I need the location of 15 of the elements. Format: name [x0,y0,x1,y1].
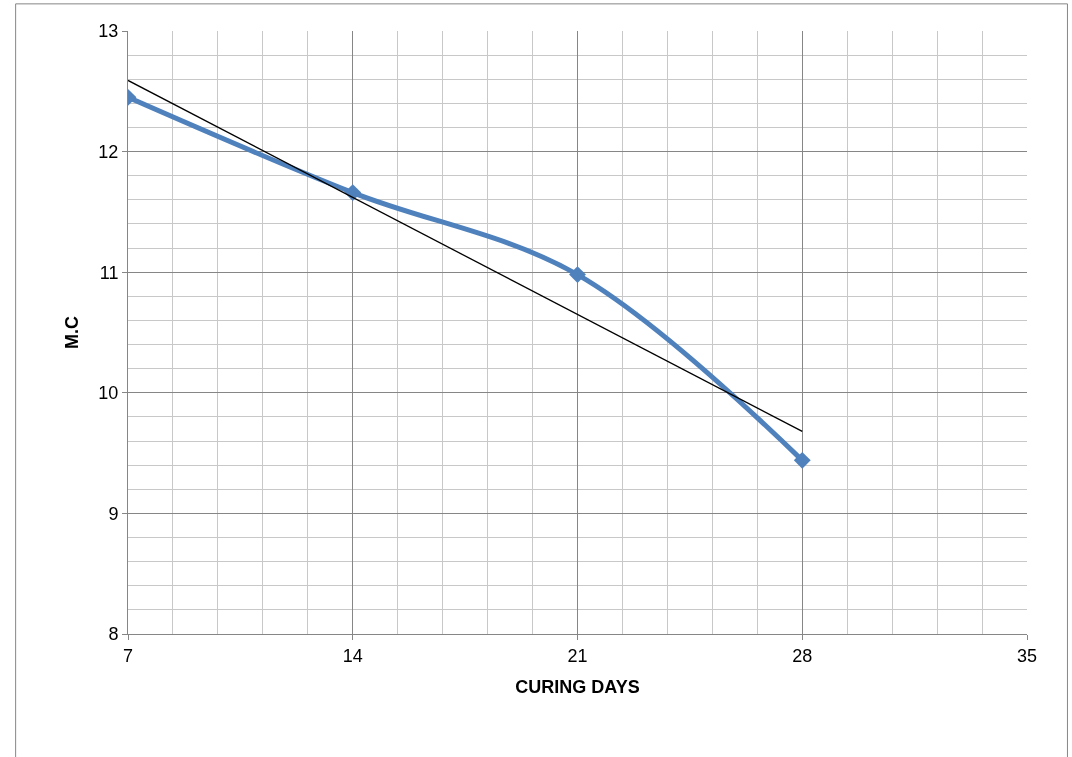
x-tick-label: 21 [567,645,588,666]
x-axis-title: CURING DAYS [515,676,640,697]
y-tick-label: 13 [98,21,119,42]
x-tick-label: 14 [342,645,363,666]
y-tick-label: 8 [108,624,119,645]
point [793,451,811,469]
x-tick-label: 35 [1016,645,1038,666]
x-tick-label: 28 [792,645,813,666]
y-tick-label: 11 [99,262,119,283]
y-tick-label: 12 [98,141,119,162]
y-tick-label: 9 [108,503,119,524]
x-tick-label: 7 [122,645,134,666]
y-tick-label: 10 [98,383,119,404]
y-axis-title: M.C [61,316,82,349]
point [569,266,586,284]
